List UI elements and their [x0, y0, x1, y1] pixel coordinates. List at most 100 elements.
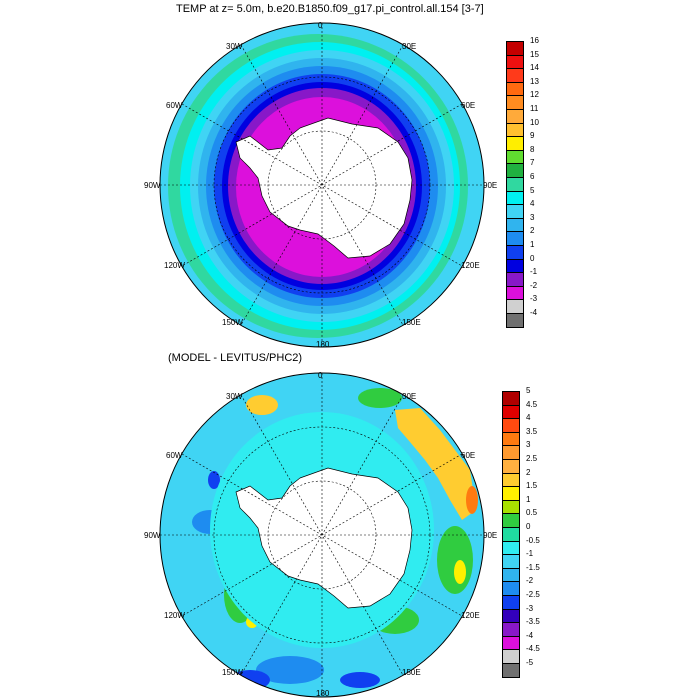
- bottom-colorbar-tick-label: -4.5: [526, 644, 540, 654]
- bottom-colorbar-tick-label: 0: [526, 522, 531, 531]
- top-colorbar-swatch: [507, 259, 523, 274]
- bottom-colorbar-swatch: [503, 446, 519, 460]
- bottom-colorbar-tick-label: 0.5: [526, 508, 538, 518]
- top-graticule: [160, 23, 484, 347]
- bottom-colorbar-tick-label: -1: [526, 549, 534, 559]
- bottom-colorbar-swatch: [503, 500, 519, 515]
- top-lon-90e: 90E: [483, 181, 498, 190]
- bottom-colorbar-swatch: [503, 473, 519, 488]
- top-map-border: [159, 22, 485, 348]
- bottom-colorbar-swatch: [503, 419, 519, 433]
- top-colorbar-tick-label: 10: [530, 117, 539, 127]
- top-lon-30w: 30W: [226, 42, 243, 51]
- bottom-map-title: (MODEL - LEVITUS/PHC2): [168, 352, 303, 364]
- anomaly-cool-patch: [340, 672, 380, 688]
- top-colorbar-swatch: [507, 205, 523, 219]
- anomaly-cool-patch: [208, 471, 220, 489]
- anomaly-warm-patch: [395, 408, 476, 520]
- bottom-lon-150e: 150E: [402, 668, 421, 677]
- bottom-lon-30e: 30E: [402, 392, 417, 401]
- top-colorbar-tick-label: -1: [530, 267, 538, 277]
- bottom-colorbar-swatch: [503, 582, 519, 596]
- top-colorbar-swatch: [507, 55, 523, 70]
- bottom-colorbar-swatch: [503, 623, 519, 637]
- top-lon-0: 0: [318, 21, 323, 30]
- top-colorbar-swatch: [507, 300, 523, 314]
- bottom-colorbar-tick-label: -5: [526, 658, 534, 667]
- top-colorbar-tick-label: 14: [530, 63, 539, 73]
- bottom-colorbar-swatch: [503, 541, 519, 556]
- anomaly-warm-patch: [246, 395, 278, 415]
- bottom-lon-0: 0: [318, 371, 323, 380]
- top-lon-150w: 150W: [222, 318, 243, 327]
- top-map-title: TEMP at z= 5.0m, b.e20.B1850.f09_g17.pi_…: [176, 3, 484, 15]
- bottom-colorbar-swatch: [503, 527, 519, 542]
- bottom-colorbar-tick-label: 1.5: [526, 481, 538, 491]
- top-colorbar-swatch: [507, 96, 523, 110]
- top-colorbar-tick-label: 8: [530, 144, 535, 154]
- top-colorbar-tick-label: 11: [530, 104, 539, 113]
- top-colorbar-tick-label: 7: [530, 158, 535, 168]
- top-colorbar-tick-label: 0: [530, 253, 535, 263]
- bottom-colorbar-tick-label: -0.5: [526, 535, 540, 545]
- top-colorbar-swatch: [507, 177, 523, 192]
- bottom-colorbar-tick-label: -3.5: [526, 617, 540, 627]
- top-colorbar-tick-label: 9: [530, 131, 535, 141]
- anomaly-warm-patch: [454, 560, 466, 584]
- top-colorbar-swatch: [507, 232, 523, 246]
- bottom-colorbar-tick-label: 1: [526, 494, 531, 504]
- top-colorbar-tick-label: 12: [530, 90, 539, 100]
- bottom-colorbar-swatch: [503, 405, 519, 420]
- anomaly-green-patch: [437, 526, 473, 594]
- top-lon-30e: 30E: [402, 42, 417, 51]
- bottom-lon-120e: 120E: [461, 611, 480, 620]
- bottom-colorbar-swatch: [503, 555, 519, 569]
- top-colorbar-swatch: [507, 137, 523, 151]
- anomaly-hot-patch: [466, 486, 478, 514]
- top-colorbar-swatch: [507, 273, 523, 287]
- bottom-lon-180: 180: [316, 689, 330, 698]
- bottom-colorbar-swatch: [503, 432, 519, 447]
- top-colorbar-swatch: [507, 313, 523, 328]
- top-colorbar-swatch: [507, 123, 523, 138]
- bottom-colorbar-swatch: [503, 609, 519, 624]
- top-colorbar-tick-label: 3: [530, 212, 535, 222]
- bottom-lon-90e: 90E: [483, 531, 498, 540]
- top-colorbar-swatch: [507, 286, 523, 301]
- bottom-colorbar-tick-label: -2: [526, 576, 534, 586]
- top-colorbar-swatch: [507, 245, 523, 260]
- top-lon-60e: 60E: [461, 101, 476, 110]
- bottom-lon-90w: 90W: [144, 531, 161, 540]
- bottom-colorbar-swatch: [503, 514, 519, 528]
- top-colorbar-tick-label: 6: [530, 172, 535, 181]
- top-colorbar-tick-label: -2: [530, 280, 538, 290]
- bottom-colorbar-tick-label: 3: [526, 440, 531, 450]
- bottom-lon-30w: 30W: [226, 392, 243, 401]
- bottom-colorbar-tick-label: -1.5: [526, 562, 540, 572]
- top-colorbar-tick-label: 1: [530, 240, 535, 249]
- top-lon-120e: 120E: [461, 261, 480, 270]
- top-colorbar-swatch: [507, 82, 523, 97]
- top-lon-180: 180: [316, 340, 330, 349]
- bottom-lon-60e: 60E: [461, 451, 476, 460]
- top-colorbar-swatch: [507, 164, 523, 178]
- top-polar-map: [159, 22, 485, 348]
- bottom-colorbar-tick-label: 2: [526, 467, 531, 477]
- bottom-map-border: [159, 372, 485, 698]
- bottom-colorbar-tick-label: -2.5: [526, 590, 540, 599]
- top-colorbar-swatch: [507, 218, 523, 233]
- top-lon-120w: 120W: [164, 261, 185, 270]
- bottom-lon-120w: 120W: [164, 611, 185, 620]
- top-colorbar-swatch: [507, 42, 523, 56]
- top-colorbar-tick-label: 4: [530, 199, 535, 209]
- bottom-lon-60w: 60W: [166, 451, 183, 460]
- bottom-colorbar-swatch: [503, 568, 519, 583]
- top-colorbar-swatch: [507, 109, 523, 124]
- bottom-colorbar-swatch: [503, 595, 519, 610]
- bottom-colorbar-tick-label: 2.5: [526, 454, 538, 463]
- top-lon-60w: 60W: [166, 101, 183, 110]
- top-colorbar-swatch: [507, 150, 523, 165]
- bottom-colorbar-swatch: [503, 459, 519, 474]
- bottom-colorbar-tick-label: 5: [526, 386, 531, 395]
- bottom-colorbar-swatch: [503, 487, 519, 501]
